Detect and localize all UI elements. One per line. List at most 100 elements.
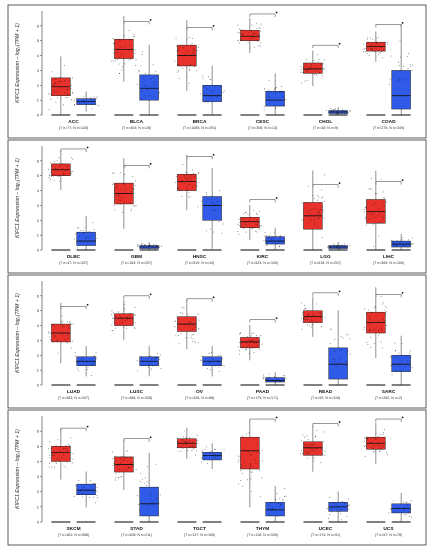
tumor-point xyxy=(252,35,254,37)
tumor-point xyxy=(66,96,68,98)
tumor-point xyxy=(379,447,381,449)
tumor-point xyxy=(380,178,382,180)
normal-point xyxy=(328,246,330,248)
tumor-point xyxy=(373,448,375,450)
tumor-point xyxy=(129,312,131,314)
normal-point xyxy=(214,449,216,451)
normal-point xyxy=(401,359,403,361)
tumor-point xyxy=(301,72,303,73)
tumor-point xyxy=(301,202,303,204)
tumor-point xyxy=(185,177,187,179)
tumor-point xyxy=(319,71,320,73)
normal-point xyxy=(206,88,208,90)
normal-point xyxy=(280,238,282,240)
tumor-point xyxy=(246,346,248,348)
tumor-point xyxy=(55,461,57,463)
normal-point xyxy=(395,370,397,372)
tumor-point xyxy=(382,41,384,43)
tumor-point xyxy=(366,205,367,207)
normal-point xyxy=(146,466,148,468)
tumor-point xyxy=(305,202,306,203)
y-tick-label: 5 xyxy=(37,38,40,43)
normal-point xyxy=(87,493,89,495)
tumor-point xyxy=(121,322,123,324)
normal-point xyxy=(340,336,342,338)
tumor-point xyxy=(69,446,71,448)
normal-point xyxy=(268,93,270,95)
tumor-point xyxy=(134,314,135,315)
tumor-point xyxy=(318,312,320,314)
significance-star xyxy=(212,24,215,27)
normal-point xyxy=(199,93,201,95)
tumor-point xyxy=(238,483,239,485)
normal-point xyxy=(77,240,79,242)
normal-point xyxy=(274,376,275,378)
tumor-point xyxy=(185,324,187,326)
normal-point xyxy=(82,493,84,495)
y-tick-label: 0 xyxy=(37,520,40,525)
normal-point xyxy=(276,493,278,495)
tumor-point xyxy=(133,327,135,329)
normal-point xyxy=(220,355,222,357)
normal-point xyxy=(83,95,85,97)
normal-point xyxy=(393,510,395,512)
normal-point xyxy=(328,518,329,519)
normal-point xyxy=(216,204,218,206)
normal-point xyxy=(407,68,409,69)
tumor-point xyxy=(72,170,74,172)
tumor-point xyxy=(48,174,50,176)
tumor-point xyxy=(363,51,365,53)
normal-point xyxy=(409,64,411,66)
normal-point xyxy=(326,508,328,509)
category-label: CESC xyxy=(256,119,270,125)
tumor-point xyxy=(128,313,130,315)
tumor-point xyxy=(375,37,377,39)
tumor-point xyxy=(240,29,242,31)
normal-point xyxy=(410,76,411,78)
significance-star xyxy=(401,291,404,294)
normal-point xyxy=(330,246,332,248)
tumor-point xyxy=(70,173,72,175)
normal-point xyxy=(263,109,265,111)
tumor-point xyxy=(366,52,368,54)
normal-point xyxy=(348,504,350,506)
normal-point xyxy=(403,78,405,80)
normal-point xyxy=(221,365,223,367)
normal-point xyxy=(280,236,282,238)
normal-point xyxy=(344,502,346,504)
normal-point xyxy=(410,356,412,358)
tumor-point xyxy=(369,318,371,320)
tumor-point xyxy=(324,174,326,176)
tumor-point xyxy=(242,435,243,437)
y-tick-label: 2 xyxy=(37,218,40,223)
normal-point xyxy=(407,56,409,57)
normal-point xyxy=(221,232,223,234)
normal-point xyxy=(394,342,396,344)
tumor-point xyxy=(315,74,317,75)
tumor-point xyxy=(261,477,263,479)
tumor-point xyxy=(249,340,251,342)
tumor-point xyxy=(134,328,136,330)
normal-point xyxy=(201,200,203,202)
tumor-point xyxy=(308,453,310,455)
normal-point xyxy=(403,501,404,503)
tumor-point xyxy=(378,222,380,223)
normal-point xyxy=(281,92,283,94)
tumor-point xyxy=(300,453,302,455)
category-label: LIHC xyxy=(383,254,395,260)
tumor-point xyxy=(377,49,379,51)
sample-size-label: (T n=118; N n=339) xyxy=(247,533,278,537)
tumor-point xyxy=(121,321,123,323)
tumor-point xyxy=(384,309,386,311)
tumor-point xyxy=(129,202,131,204)
tumor-point xyxy=(302,312,304,314)
sample-size-label: (T n=77; N n=128) xyxy=(59,126,88,130)
tumor-point xyxy=(134,306,136,308)
tumor-point xyxy=(178,70,180,72)
normal-point xyxy=(144,94,146,96)
normal-point xyxy=(266,235,268,237)
tumor-point xyxy=(112,172,114,174)
tumor-point xyxy=(132,321,134,323)
tumor-point xyxy=(191,334,193,336)
